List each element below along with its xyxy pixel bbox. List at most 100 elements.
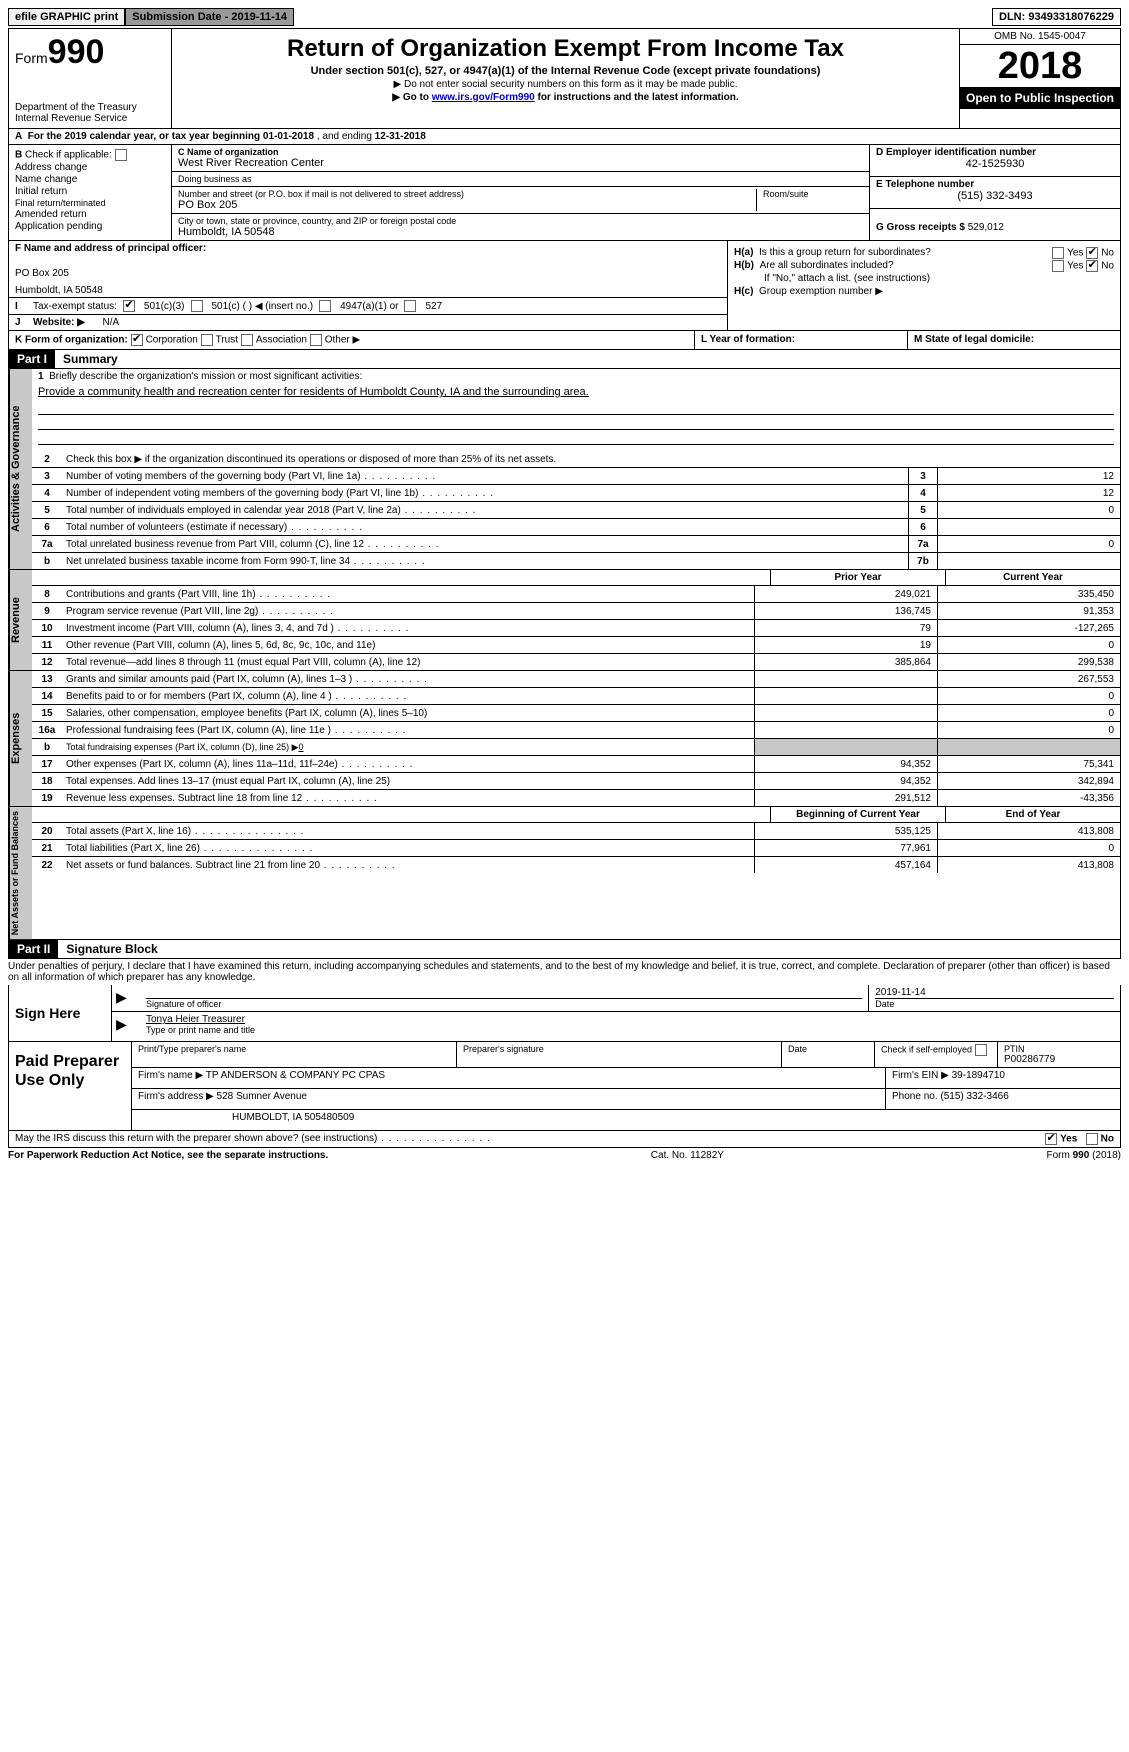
- form-number: Form990: [15, 33, 165, 72]
- val-7a: 0: [937, 536, 1120, 552]
- officer-addr1: PO Box 205: [15, 268, 69, 279]
- col-begin-year: Beginning of Current Year: [770, 807, 945, 822]
- val-20c: 413,808: [937, 823, 1120, 839]
- val-20p: 535,125: [754, 823, 937, 839]
- sign-date: 2019-11-14: [875, 987, 1114, 998]
- checkbox-trust[interactable]: [201, 334, 213, 346]
- form-header: Form990 Department of the Treasury Inter…: [8, 28, 1121, 129]
- val-16ac: 0: [937, 722, 1120, 738]
- val-11p: 19: [754, 637, 937, 653]
- sign-here-block: Sign Here ▶ Signature of officer 2019-11…: [8, 985, 1121, 1042]
- org-name: West River Recreation Center: [178, 157, 863, 169]
- col-current-year: Current Year: [945, 570, 1120, 585]
- sign-here-label: Sign Here: [9, 985, 112, 1041]
- irs-link[interactable]: www.irs.gov/Form990: [432, 92, 535, 103]
- top-bar: efile GRAPHIC print Submission Date - 20…: [8, 8, 1121, 26]
- val-15p: [754, 705, 937, 721]
- val-15c: 0: [937, 705, 1120, 721]
- val-17c: 75,341: [937, 756, 1120, 772]
- discuss-row: May the IRS discuss this return with the…: [8, 1131, 1121, 1148]
- page-footer: For Paperwork Reduction Act Notice, see …: [8, 1148, 1121, 1163]
- val-18c: 342,894: [937, 773, 1120, 789]
- row-a-tax-year: A For the 2019 calendar year, or tax yea…: [8, 129, 1121, 145]
- val-12p: 385,864: [754, 654, 937, 670]
- gross-receipts: 529,012: [968, 222, 1004, 233]
- firm-addr1: 528 Sumner Avenue: [217, 1091, 307, 1102]
- checkbox-applicable[interactable]: [115, 149, 127, 161]
- paid-preparer-label: Paid Preparer Use Only: [9, 1042, 132, 1130]
- checkbox-501c[interactable]: [191, 300, 203, 312]
- part-ii-header: Part II Signature Block: [8, 940, 1121, 959]
- val-8p: 249,021: [754, 586, 937, 602]
- checkbox-discuss-yes[interactable]: [1045, 1133, 1057, 1145]
- section-net-assets: Net Assets or Fund Balances Beginning of…: [8, 807, 1121, 940]
- val-17p: 94,352: [754, 756, 937, 772]
- checkbox-hb-yes[interactable]: [1052, 260, 1064, 272]
- val-9p: 136,745: [754, 603, 937, 619]
- checkbox-4947[interactable]: [319, 300, 331, 312]
- val-22c: 413,808: [937, 857, 1120, 873]
- val-3: 12: [937, 468, 1120, 484]
- block-bcd: B Check if applicable: Address change Na…: [8, 145, 1121, 241]
- ein-value: 42-1525930: [876, 158, 1114, 170]
- checkbox-other[interactable]: [310, 334, 322, 346]
- dept-treasury: Department of the Treasury: [15, 102, 165, 113]
- form-subtitle: Under section 501(c), 527, or 4947(a)(1)…: [178, 65, 953, 77]
- firm-ein: 39-1894710: [952, 1070, 1005, 1081]
- val-22p: 457,164: [754, 857, 937, 873]
- officer-name: Tonya Heier Treasurer: [146, 1014, 1114, 1025]
- ptin-value: P00286779: [1004, 1054, 1114, 1065]
- arrow-icon: ▶: [112, 985, 140, 1011]
- section-expenses: Expenses 13Grants and similar amounts pa…: [8, 671, 1121, 807]
- val-21p: 77,961: [754, 840, 937, 856]
- val-10c: -127,265: [937, 620, 1120, 636]
- arrow-icon: ▶: [112, 1012, 140, 1037]
- checkbox-527[interactable]: [404, 300, 416, 312]
- col-end-year: End of Year: [945, 807, 1120, 822]
- note-ssn: ▶ Do not enter social security numbers o…: [178, 79, 953, 90]
- checkbox-corp[interactable]: [131, 334, 143, 346]
- val-16ap: [754, 722, 937, 738]
- checkbox-ha-yes[interactable]: [1052, 247, 1064, 259]
- val-6: [937, 519, 1120, 535]
- checkbox-hb-no[interactable]: [1086, 260, 1098, 272]
- checkbox-ha-no[interactable]: [1086, 247, 1098, 259]
- val-21c: 0: [937, 840, 1120, 856]
- val-13p: [754, 671, 937, 687]
- col-h-group: H(a) Is this a group return for subordin…: [727, 241, 1120, 330]
- block-fijh: F Name and address of principal officer:…: [8, 241, 1121, 331]
- irs-label: Internal Revenue Service: [15, 113, 165, 124]
- val-19p: 291,512: [754, 790, 937, 806]
- checkbox-assoc[interactable]: [241, 334, 253, 346]
- note-link: ▶ Go to www.irs.gov/Form990 for instruct…: [178, 92, 953, 103]
- val-18p: 94,352: [754, 773, 937, 789]
- form-title: Return of Organization Exempt From Incom…: [178, 35, 953, 63]
- val-14c: 0: [937, 688, 1120, 704]
- col-prior-year: Prior Year: [770, 570, 945, 585]
- org-city: Humboldt, IA 50548: [178, 226, 863, 238]
- col-c-org-info: C Name of organization West River Recrea…: [172, 145, 869, 240]
- officer-addr2: Humboldt, IA 50548: [15, 285, 103, 296]
- firm-phone: (515) 332-3466: [940, 1091, 1008, 1102]
- val-16b: 0: [299, 742, 304, 752]
- submission-date: Submission Date - 2019-11-14: [125, 8, 294, 26]
- val-5: 0: [937, 502, 1120, 518]
- val-4: 12: [937, 485, 1120, 501]
- dln: DLN: 93493318076229: [992, 8, 1121, 26]
- paid-preparer-block: Paid Preparer Use Only Print/Type prepar…: [8, 1042, 1121, 1131]
- checkbox-self-employed[interactable]: [975, 1044, 987, 1056]
- tax-year: 2018: [960, 45, 1120, 87]
- omb-number: OMB No. 1545-0047: [960, 29, 1120, 45]
- part-i-header: Part I Summary: [8, 350, 1121, 369]
- section-revenue: Revenue Prior Year Current Year 8Contrib…: [8, 570, 1121, 671]
- row-klm: K Form of organization: Corporation Trus…: [8, 331, 1121, 350]
- val-7b: [937, 553, 1120, 569]
- mission-text: Provide a community health and recreatio…: [32, 384, 1120, 400]
- governance-label: Activities & Governance: [9, 369, 32, 569]
- checkbox-discuss-no[interactable]: [1086, 1133, 1098, 1145]
- val-8c: 335,450: [937, 586, 1120, 602]
- section-governance: Activities & Governance 1 Briefly descri…: [8, 369, 1121, 570]
- val-12c: 299,538: [937, 654, 1120, 670]
- checkbox-501c3[interactable]: [123, 300, 135, 312]
- efile-print-button[interactable]: efile GRAPHIC print: [8, 8, 125, 26]
